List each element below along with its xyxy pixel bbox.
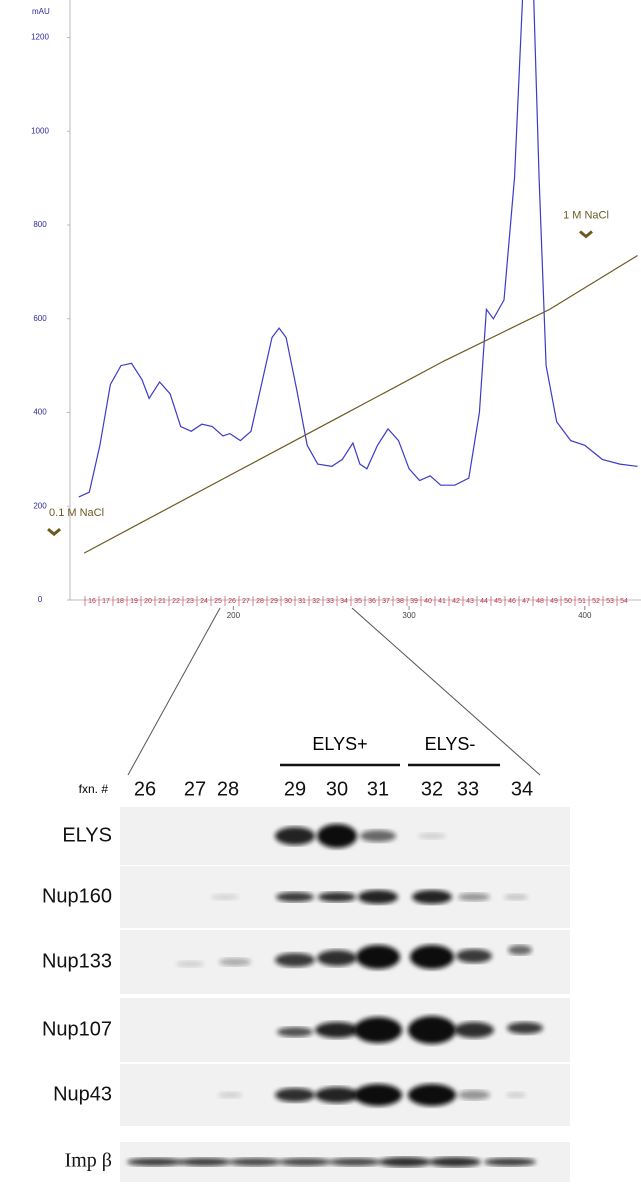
lane-label: 32 [421, 778, 443, 800]
fraction-label: 17 [102, 598, 110, 605]
fraction-label: 25 [214, 598, 222, 605]
y-tick-label: 200 [33, 501, 47, 510]
fraction-label: 50 [564, 598, 572, 605]
zoom-line [127, 607, 221, 776]
fraction-label: 16 [88, 598, 96, 605]
y-tick-label: 600 [33, 314, 47, 323]
row-label: Nup133 [42, 950, 112, 972]
series-line [83, 254, 638, 554]
fraction-label: 33 [326, 598, 334, 605]
fraction-label: 19 [130, 598, 138, 605]
x-tick-label: 200 [227, 611, 241, 620]
y-tick-label: 0 [38, 595, 43, 604]
lane-labels: 26 27 28 29 30 31 32 33 34 [134, 778, 533, 800]
lane-label: 33 [457, 778, 479, 800]
fraction-label: 30 [284, 598, 292, 605]
fraction-label: 38 [396, 598, 404, 605]
lane-label: 28 [217, 778, 239, 800]
y-tick-label: 400 [33, 408, 47, 417]
group-label: ELYS+ [312, 734, 367, 754]
fraction-label: 23 [186, 598, 194, 605]
fraction-label: 53 [606, 598, 614, 605]
row-label: Imp β [65, 1150, 112, 1172]
lane-label: 31 [367, 778, 389, 800]
fraction-label: 31 [298, 598, 306, 605]
fraction-label: 47 [522, 598, 530, 605]
blot-bands [176, 945, 532, 969]
fraction-label: 41 [438, 598, 446, 605]
plot-area [78, 0, 638, 554]
blot-bands [277, 1016, 543, 1044]
fraction-label: 24 [200, 598, 208, 605]
fraction-label: 54 [620, 598, 628, 605]
lane-label: 29 [284, 778, 306, 800]
lane-label: 27 [184, 778, 206, 800]
fraction-label: 48 [536, 598, 544, 605]
lane-label: 34 [511, 778, 533, 800]
row-label: Nup107 [42, 1018, 112, 1040]
fraction-label: 32 [312, 598, 320, 605]
fraction-label: 27 [242, 598, 250, 605]
fraction-label: 34 [340, 598, 348, 605]
annotation-chevron [579, 230, 593, 239]
fraction-label: 43 [466, 598, 474, 605]
fraction-label: 26 [228, 598, 236, 605]
zoom-line [351, 607, 541, 776]
fraction-label: 42 [452, 598, 460, 605]
fraction-label: 35 [354, 598, 362, 605]
fraction-label: 20 [144, 598, 152, 605]
group-label: ELYS- [425, 734, 476, 754]
annotation-chevron [47, 527, 62, 537]
fraction-label: 22 [172, 598, 180, 605]
fraction-label: 49 [550, 598, 558, 605]
lane-label: 30 [326, 778, 348, 800]
lane-label: 26 [134, 778, 156, 800]
blot-bands [127, 1157, 536, 1167]
y-tick-label: 1200 [31, 33, 49, 42]
fraction-label: 37 [382, 598, 390, 605]
fractions: 16 17 18 19 20 21 22 23 24 25 26 27 28 29 30 31 32 33 34 35… [84, 596, 628, 606]
fraction-label: 45 [494, 598, 502, 605]
blot-bands [218, 1084, 526, 1106]
row-label: ELYS [62, 824, 112, 846]
row-label: Nup160 [42, 885, 112, 907]
x-tick-label: 300 [402, 611, 416, 620]
fraction-label: 18 [116, 598, 124, 605]
fraction-header: fxn. # [79, 782, 109, 796]
fraction-label: 28 [256, 598, 264, 605]
fraction-label: 36 [368, 598, 376, 605]
blot-bands [211, 890, 528, 904]
row-label: Nup43 [53, 1083, 112, 1105]
fraction-label: 52 [592, 598, 600, 605]
annotation: 0.1 M NaCl [49, 507, 104, 519]
fraction-label: 29 [270, 598, 278, 605]
y-axis-label: mAU [32, 7, 50, 16]
y-tick-label: 800 [33, 220, 47, 229]
blot-rows: ELYS Nup160 Nup133 Nup107 Nup43 Imp β [42, 807, 570, 1182]
series-line [78, 0, 638, 498]
y-tick-label: 1000 [31, 126, 49, 135]
fraction-label: 39 [410, 598, 418, 605]
x-tick-label: 400 [578, 611, 592, 620]
fraction-label: 46 [508, 598, 516, 605]
fraction-label: 21 [158, 598, 166, 605]
fraction-label: 40 [424, 598, 432, 605]
annotation: 1 M NaCl [563, 209, 609, 221]
fraction-label: 51 [578, 598, 586, 605]
fraction-label: 44 [480, 598, 488, 605]
blot-bands [275, 824, 446, 848]
